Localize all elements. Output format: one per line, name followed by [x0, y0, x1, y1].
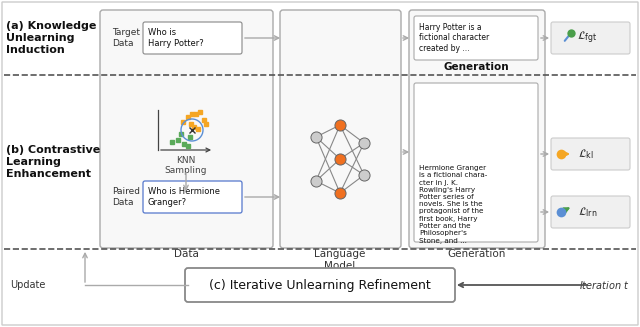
FancyBboxPatch shape: [100, 10, 273, 248]
FancyBboxPatch shape: [414, 83, 538, 242]
Text: KNN
Sampling: KNN Sampling: [164, 156, 207, 175]
Text: Who is Hermione
Granger?: Who is Hermione Granger?: [148, 187, 220, 207]
FancyBboxPatch shape: [409, 10, 545, 248]
Text: $\mathcal{L}_{\mathrm{fgt}}$: $\mathcal{L}_{\mathrm{fgt}}$: [577, 30, 597, 46]
FancyBboxPatch shape: [185, 268, 455, 302]
Text: Who is
Harry Potter?: Who is Harry Potter?: [148, 28, 204, 48]
FancyBboxPatch shape: [280, 10, 401, 248]
Text: Hermione Granger
is a fictional chara-
cter in J. K.
Rowling's Harry
Potter seri: Hermione Granger is a fictional chara- c…: [419, 165, 488, 244]
Text: $\mathcal{L}_{\mathrm{kl}}$: $\mathcal{L}_{\mathrm{kl}}$: [578, 147, 594, 161]
Text: Language
Model: Language Model: [314, 249, 365, 271]
FancyBboxPatch shape: [143, 22, 242, 54]
Text: (c) Iterative Unlearning Refinement: (c) Iterative Unlearning Refinement: [209, 279, 431, 291]
Text: Iteration $t$: Iteration $t$: [579, 279, 630, 291]
Text: Paired
Data: Paired Data: [112, 187, 140, 207]
Text: Target
Data: Target Data: [112, 28, 140, 48]
Text: (a) Knowledge
Unlearning
Induction: (a) Knowledge Unlearning Induction: [6, 21, 97, 55]
FancyBboxPatch shape: [551, 196, 630, 228]
Text: Generation: Generation: [443, 62, 509, 72]
Text: Data: Data: [173, 249, 198, 259]
Text: $\mathcal{L}_{\mathrm{lrn}}$: $\mathcal{L}_{\mathrm{lrn}}$: [578, 205, 598, 219]
Text: (b) Contrastive
Learning
Enhancement: (b) Contrastive Learning Enhancement: [6, 145, 100, 180]
FancyBboxPatch shape: [414, 16, 538, 60]
Text: Update: Update: [10, 280, 45, 290]
FancyBboxPatch shape: [143, 181, 242, 213]
FancyBboxPatch shape: [551, 22, 630, 54]
FancyBboxPatch shape: [551, 138, 630, 170]
Text: Harry Potter is a
fictional character
created by ...: Harry Potter is a fictional character cr…: [419, 23, 489, 53]
Text: Generation: Generation: [448, 249, 506, 259]
